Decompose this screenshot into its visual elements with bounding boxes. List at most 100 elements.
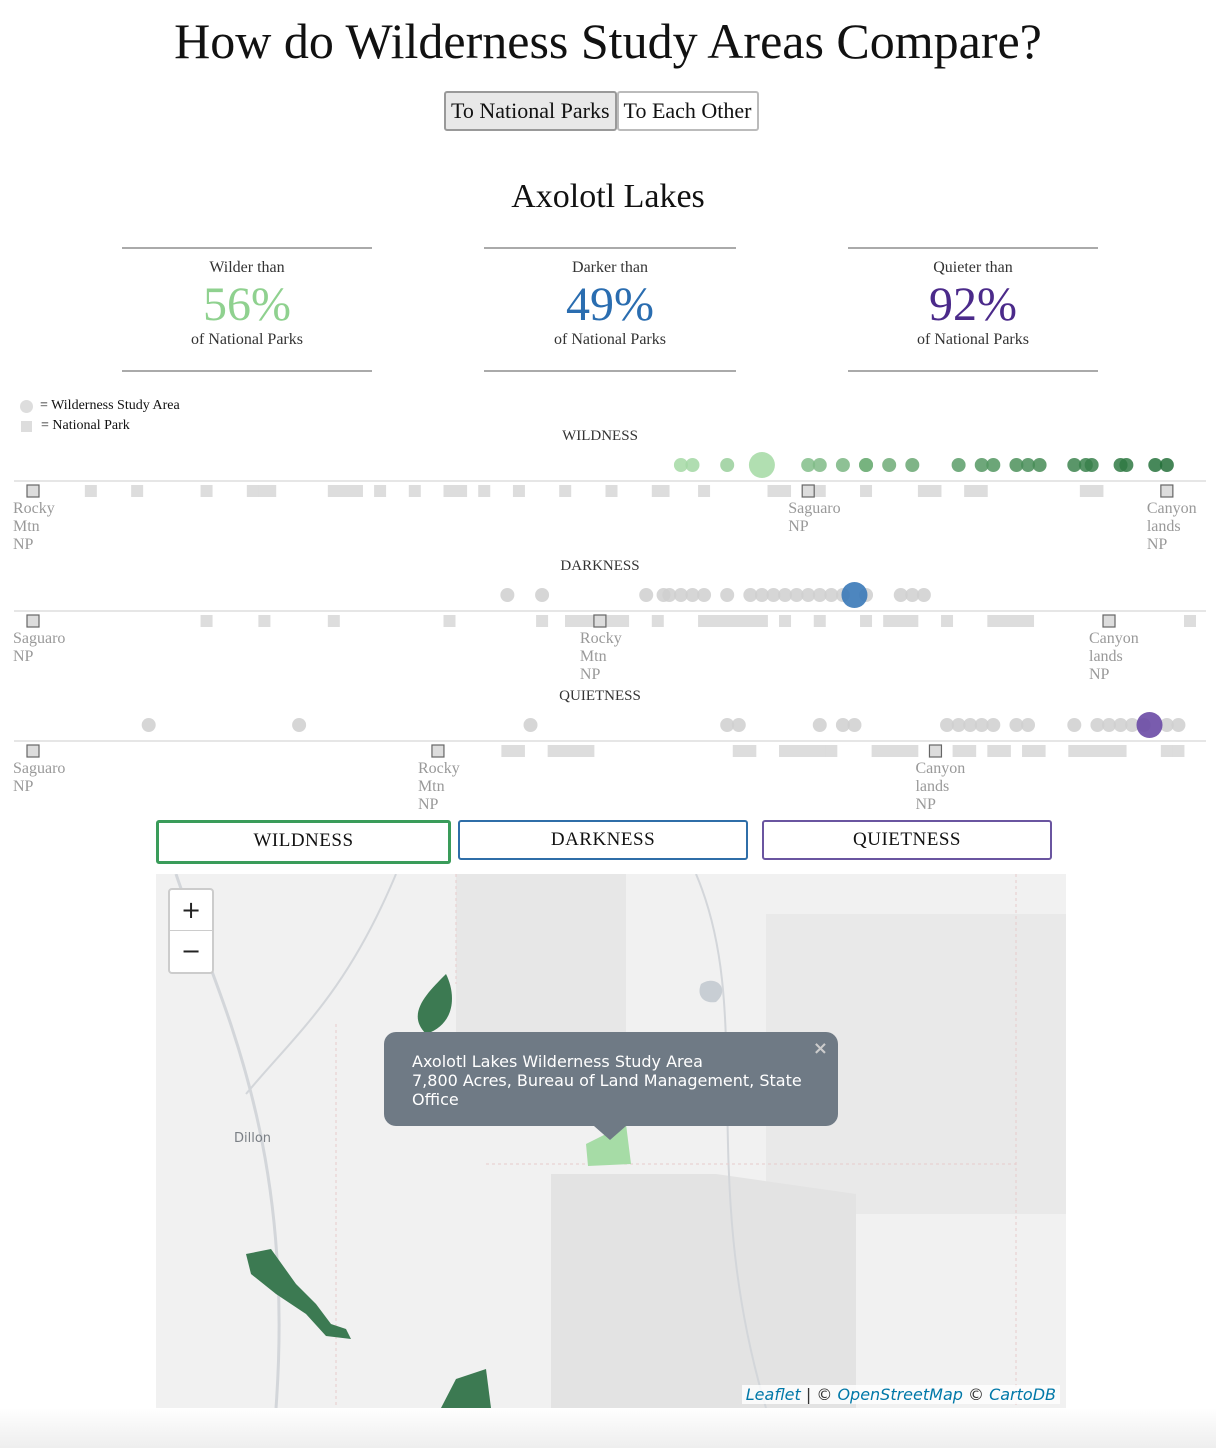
wsa-circle-icon — [20, 399, 33, 413]
area-name: Axolotl Lakes — [511, 178, 705, 215]
np-label: Canyon — [915, 760, 965, 777]
legend-np-label: = National Park — [41, 418, 130, 433]
stat-label: Wilder than — [209, 259, 285, 276]
np-square — [987, 615, 1000, 627]
np-square — [802, 745, 815, 757]
zoom-in-button[interactable]: + — [170, 890, 212, 931]
np-square — [698, 615, 711, 627]
stat-value: 49% — [566, 278, 654, 331]
np-square — [350, 485, 363, 497]
wsa-dot — [1119, 458, 1134, 472]
np-square — [952, 745, 965, 757]
wsa-dot — [766, 588, 781, 602]
wsa-dot — [1067, 458, 1082, 472]
np-square — [975, 485, 988, 497]
np-square — [443, 485, 456, 497]
metric-tabs: WILDNESS DARKNESS QUIETNESS — [156, 820, 1052, 864]
np-square — [964, 485, 977, 497]
wsa-dot — [720, 718, 735, 732]
zoom-out-button[interactable]: − — [180, 937, 202, 965]
tab-quietness[interactable]: QUIETNESS — [762, 820, 1052, 860]
wsa-dot — [835, 718, 850, 732]
np-label: NP — [13, 648, 34, 665]
np-square — [721, 615, 734, 627]
np-label: NP — [1089, 666, 1110, 683]
wsa-dot — [986, 458, 1001, 472]
tab-darkness[interactable]: DARKNESS — [458, 820, 748, 860]
wsa-dot — [1021, 718, 1036, 732]
np-square — [582, 615, 595, 627]
np-label: Mtn — [418, 778, 445, 795]
np-labeled-square — [1160, 484, 1174, 498]
selected-wsa-dot — [841, 582, 868, 608]
wsa-polygon — [246, 1249, 351, 1339]
wsa-dot — [523, 718, 538, 732]
stat-value: 92% — [929, 278, 1017, 331]
stat-sub: of National Parks — [191, 331, 303, 348]
wsa-dot — [535, 588, 550, 602]
wsa-dot — [697, 588, 712, 602]
wsa-dot — [789, 588, 804, 602]
np-square — [559, 745, 572, 757]
leaflet-link[interactable]: Leaflet — [745, 1385, 801, 1404]
wsa-dot — [940, 718, 955, 732]
np-square — [790, 745, 803, 757]
np-square — [1091, 485, 1104, 497]
np-square — [1103, 745, 1116, 757]
np-square — [941, 615, 954, 627]
np-square — [443, 615, 456, 627]
legend-wsa-label: = Wilderness Study Area — [40, 398, 180, 413]
np-label: Rocky — [13, 500, 55, 517]
town-label: Dillon — [234, 1131, 271, 1146]
wsa-dot — [835, 458, 850, 472]
wsa-dot — [685, 588, 700, 602]
np-square — [512, 485, 525, 497]
wsa-dot — [1159, 718, 1174, 732]
river — [245, 874, 397, 1095]
np-square — [1079, 745, 1092, 757]
np-label: NP — [915, 796, 936, 813]
np-square — [1160, 745, 1173, 757]
tab-wildness[interactable]: WILDNESS — [156, 820, 451, 864]
np-square — [860, 615, 873, 627]
np-square — [1033, 745, 1046, 757]
np-square — [813, 485, 826, 497]
wsa-dot — [893, 588, 908, 602]
osm-link[interactable]: OpenStreetMap — [837, 1385, 963, 1404]
np-square — [779, 615, 792, 627]
np-square — [744, 615, 757, 627]
legend: = Wilderness Study Area = National Park — [20, 396, 180, 436]
wsa-dot — [905, 588, 920, 602]
np-square — [570, 615, 583, 627]
wsa-polygon — [417, 974, 452, 1034]
close-icon[interactable]: × — [812, 1038, 828, 1059]
np-square — [929, 485, 942, 497]
np-square — [84, 485, 97, 497]
np-square — [264, 485, 277, 497]
wsa-dot — [1009, 458, 1024, 472]
wsa-dot — [743, 588, 758, 602]
wsa-dot — [974, 458, 989, 472]
map[interactable]: Dillon + − Axolotl Lakes Wilderness Stud… — [156, 874, 1066, 1408]
page-bottom-fade — [0, 1408, 1216, 1448]
wsa-dot — [1067, 718, 1082, 732]
wsa-dot — [824, 588, 839, 602]
np-square — [327, 485, 340, 497]
np-label: Rocky — [580, 630, 622, 647]
np-square — [1079, 485, 1092, 497]
np-square — [732, 745, 745, 757]
np-label: lands — [1089, 648, 1123, 665]
np-label: Rocky — [418, 760, 460, 777]
to-national-parks-button[interactable]: To National Parks — [444, 91, 617, 131]
wsa-dot — [812, 718, 827, 732]
selected-wsa-dot — [748, 452, 775, 478]
wsa-dot — [720, 588, 735, 602]
terrain-region — [551, 1174, 856, 1408]
stat-darker: Darker than 49% of National Parks — [484, 247, 736, 372]
np-square — [767, 485, 780, 497]
np-square — [998, 745, 1011, 757]
to-each-other-button[interactable]: To Each Other — [616, 91, 759, 131]
np-square — [258, 615, 271, 627]
carto-link[interactable]: CartoDB — [989, 1385, 1056, 1404]
np-label: Saguaro — [13, 630, 65, 647]
